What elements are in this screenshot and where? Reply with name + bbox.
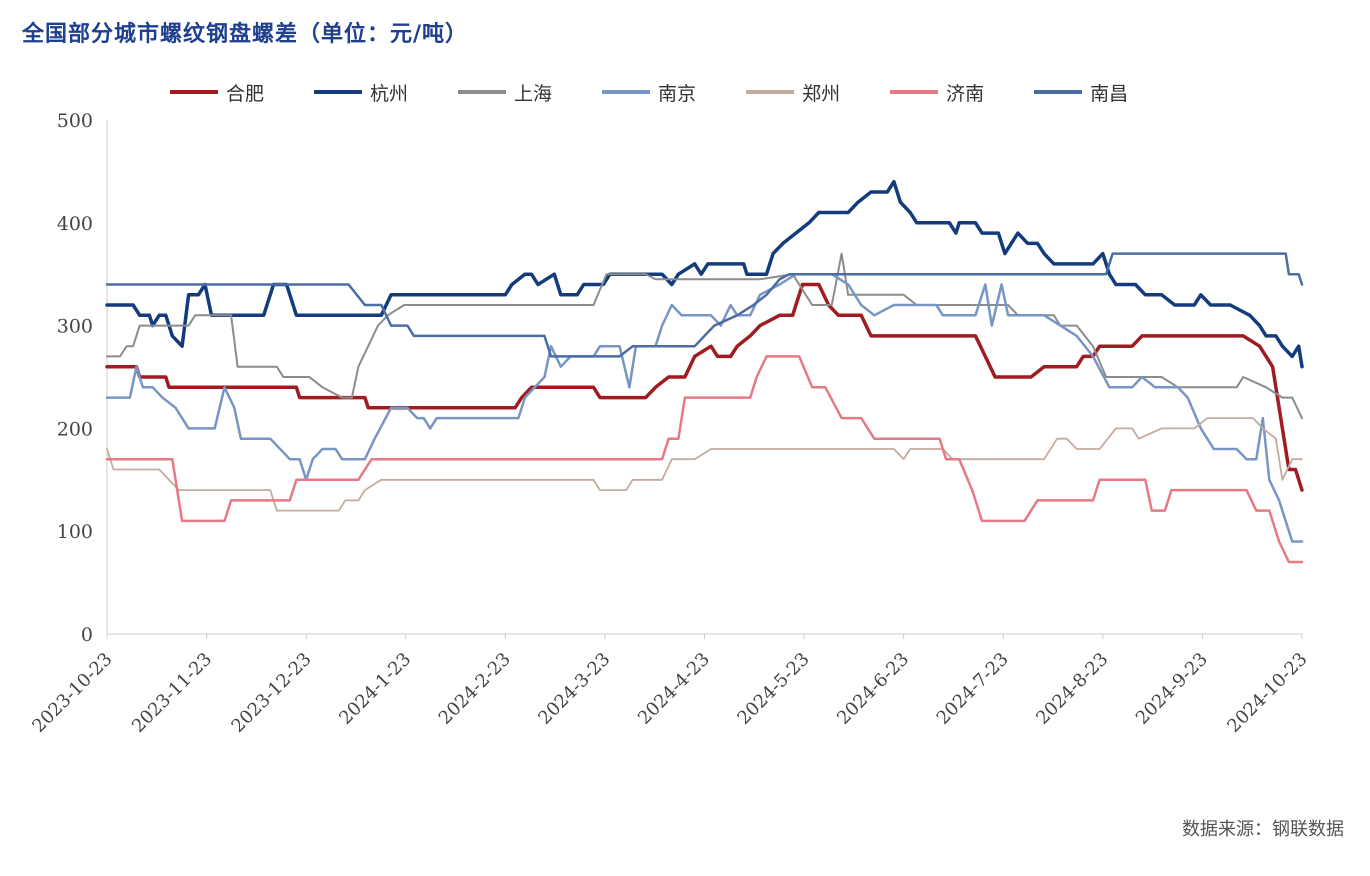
- legend-label: 南昌: [1090, 82, 1129, 105]
- legend-label: 上海: [514, 82, 553, 105]
- x-tick-label: 2024-3-23: [534, 649, 614, 729]
- series-line-4: [106, 417, 1303, 512]
- legend: 合肥 杭州 上海 南京 郑州 济南 南昌: [170, 78, 1178, 106]
- legend-swatch: [1034, 90, 1083, 94]
- series-line-3: [105, 272, 1304, 543]
- series-line-1: [105, 179, 1304, 369]
- series-line-2: [106, 252, 1303, 420]
- x-tick-label: 2024-9-23: [1132, 649, 1212, 729]
- source-note: 数据来源：钢联数据: [1182, 819, 1344, 840]
- y-tick-label: 500: [57, 110, 93, 132]
- legend-item: 济南: [890, 79, 984, 106]
- x-tick-label: 2024-2-23: [435, 649, 515, 729]
- legend-item: 杭州: [314, 79, 408, 106]
- legend-label: 南京: [658, 82, 697, 105]
- legend-item: 南京: [602, 79, 696, 106]
- legend-label: 杭州: [370, 82, 409, 105]
- y-tick-label: 200: [57, 418, 93, 440]
- x-tick-label: 2024-6-23: [833, 649, 913, 729]
- legend-label: 郑州: [802, 82, 841, 105]
- legend-swatch: [602, 90, 651, 94]
- x-tick-label: 2024-8-23: [1032, 649, 1112, 729]
- series-line-0: [105, 282, 1304, 492]
- chart-title: 全国部分城市螺纹钢盘螺差（单位：元/吨）: [22, 22, 469, 47]
- legend-item: 南昌: [1034, 79, 1128, 106]
- x-tick-label: 2023-11-23: [128, 649, 216, 737]
- x-tick-label: 2023-12-23: [227, 649, 315, 737]
- x-tick-label: 2024-1-23: [335, 649, 415, 729]
- x-tick-label: 2023-10-23: [28, 649, 116, 737]
- legend-swatch: [746, 90, 795, 94]
- series-line-5: [105, 355, 1304, 564]
- legend-swatch: [890, 90, 939, 94]
- x-tick-label: 2024-10-23: [1223, 649, 1311, 737]
- y-tick-label: 0: [81, 624, 93, 646]
- y-tick-label: 400: [57, 213, 93, 235]
- y-tick-label: 100: [57, 521, 93, 543]
- series-line-6: [105, 252, 1304, 358]
- x-tick-label: 2024-4-23: [634, 649, 714, 729]
- legend-item: 郑州: [746, 79, 840, 106]
- legend-swatch: [314, 90, 363, 94]
- x-tick-label: 2024-5-23: [733, 649, 813, 729]
- legend-swatch: [170, 90, 218, 94]
- legend-label: 济南: [946, 82, 985, 105]
- legend-label: 合肥: [226, 82, 265, 105]
- legend-swatch: [458, 90, 507, 94]
- legend-item: 上海: [458, 79, 552, 106]
- y-tick-label: 300: [57, 316, 93, 338]
- legend-item: 合肥: [170, 79, 264, 106]
- x-tick-label: 2024-7-23: [933, 649, 1013, 729]
